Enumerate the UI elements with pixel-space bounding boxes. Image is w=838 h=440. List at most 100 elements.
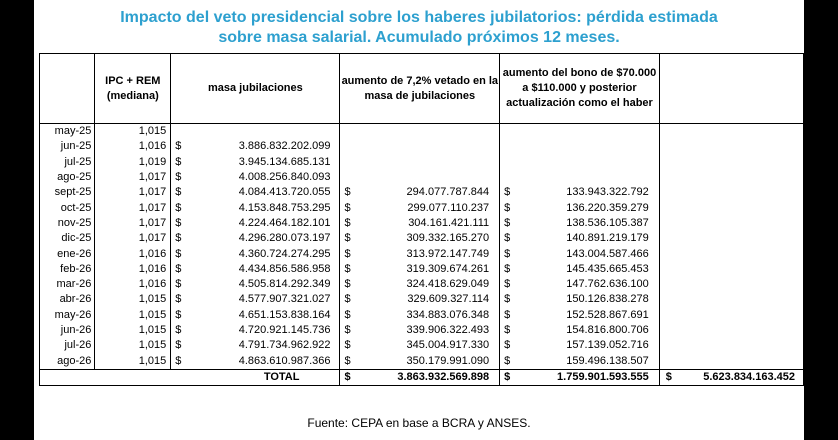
table-title: Impacto del veto presidencial sobre los … [34,8,804,48]
header-aumento-vetado: aumento de 7,2% vetado en la masa de jub… [339,53,501,124]
bono-cell [519,124,659,140]
month-cell: jul-25 [38,154,95,170]
total-empty-cell [94,368,171,387]
currency-sign [499,154,519,170]
total-empty-cell [38,368,95,387]
table-row: abr-26 1,015 $4.577.907.321.027 $329.609.32… [38,292,805,308]
masa-cell [190,124,340,140]
bono-cell: 152.528.867.691 [566,308,649,321]
currency-sign [499,123,519,140]
total-aumento: 3.863.932.569.898 [359,368,500,387]
ipc-cell: 1,017 [94,185,171,201]
currency-sign: $ [170,261,191,277]
header-total-column [658,53,805,124]
bono-cell: 145.435.665.453 [566,262,649,275]
currency-sign: $ [339,322,360,339]
ipc-cell: 1,016 [94,246,171,262]
currency-sign: $ [170,338,191,354]
currency-sign: $ [170,231,191,247]
bono-cell: 147.762.636.100 [566,278,649,291]
masa-cell: 4.153.848.753.295 [238,201,331,214]
ipc-cell: 1,017 [94,231,171,247]
masa-cell: 4.296.280.073.197 [238,232,331,245]
ipc-cell: 1,016 [94,276,171,293]
masa-cell: 4.224.464.182.101 [238,216,331,229]
table-row: dic-25 1,017 $4.296.280.073.197 $309.332.16… [38,231,805,247]
total-column-cell [658,200,805,216]
currency-sign [339,169,360,186]
currency-sign [339,154,360,170]
currency-sign: $ [499,368,519,387]
currency-sign: $ [339,276,360,293]
currency-sign: $ [499,246,519,262]
ipc-cell: 1,015 [94,338,171,354]
ipc-cell: 1,019 [94,154,171,170]
header-masa-jubilaciones: masa jubilaciones [170,53,341,124]
aumento-cell [359,155,499,170]
month-cell: may-26 [38,307,95,323]
aumento-cell: 299.077.110.237 [407,201,490,214]
bono-cell: 143.004.587.466 [566,247,649,260]
currency-sign: $ [499,231,519,247]
table-row: nov-25 1,017 $4.224.464.182.101 $304.161.42… [38,215,805,232]
currency-sign [339,139,360,155]
total-column-cell [658,215,805,232]
currency-sign: $ [499,353,519,370]
month-cell: ago-26 [38,353,95,370]
aumento-cell: 350.179.991.090 [406,354,490,367]
masa-cell: 3.886.832.202.099 [238,140,331,153]
aumento-cell: 294.077.787.844 [406,186,490,199]
masa-cell: 3.945.134.685.131 [238,155,331,168]
currency-sign: $ [499,185,519,201]
header-row: IPC + REM (mediana) masa jubilaciones au… [38,53,805,124]
table-row: jun-25 1,016 $3.886.832.202.099 [38,139,805,155]
table-row: ago-25 1,017 $4.008.256.840.093 [38,169,805,186]
ipc-cell: 1,016 [94,261,171,277]
total-empty-cell [170,368,191,387]
masa-cell: 4.577.907.321.027 [238,293,331,306]
table-row: sept-25 1,017 $4.084.413.720.055 $294.077.7… [38,185,805,201]
currency-sign: $ [339,338,360,354]
table-row: jul-26 1,015 $4.791.734.962.922 $345.004.91… [38,338,805,354]
currency-sign: $ [499,215,519,232]
bono-cell: 138.536.105.387 [566,216,649,229]
month-cell: jun-26 [38,322,95,339]
month-cell: abr-26 [38,292,95,308]
currency-sign [499,169,519,186]
table-row: may-26 1,015 $4.651.153.838.164 $334.883.07… [38,307,805,323]
title-line-2: sobre masa salarial. Acumulado próximos … [218,29,620,46]
aumento-cell: 313.972.147.749 [406,247,490,260]
total-column-cell [658,169,805,186]
bono-cell [519,139,659,154]
total-row: TOTAL $3.863.932.569.898 $1.759.901.593.55… [38,368,805,387]
aumento-cell: 334.883.076.348 [406,308,490,321]
aumento-cell: 324.418.629.049 [406,278,490,291]
masa-cell: 4.360.724.274.295 [238,247,331,260]
aumento-cell [359,170,499,185]
currency-sign: $ [170,169,191,186]
source-note: Fuente: CEPA en base a BCRA y ANSES. [307,416,531,430]
currency-sign: $ [170,322,191,339]
ipc-cell: 1,017 [94,169,171,186]
currency-sign: $ [499,322,519,339]
masa-cell: 4.008.256.840.093 [238,171,331,184]
currency-sign: $ [665,370,672,383]
month-cell: ene-26 [38,246,95,262]
currency-sign: $ [170,185,191,201]
title-line-1: Impacto del veto presidencial sobre los … [120,9,718,26]
total-grand-cell: $5.623.834.163.452 [658,368,805,387]
currency-sign: $ [170,154,191,170]
bono-cell [519,170,659,185]
currency-sign [170,123,191,140]
currency-sign: $ [499,200,519,216]
masa-cell: 4.791.734.962.922 [238,339,331,352]
data-table: IPC + REM (mediana) masa jubilaciones au… [38,53,805,387]
month-cell: jul-26 [38,338,95,354]
total-column-cell [658,139,805,155]
header-month [38,53,96,124]
month-cell: dic-25 [38,231,95,247]
aumento-cell: 339.906.322.493 [406,324,490,336]
header-bono: aumento del bono de $70.000 a $110.000 y… [499,53,660,124]
masa-cell: 4.505.814.292.349 [238,278,331,291]
month-cell: mar-26 [38,276,95,293]
